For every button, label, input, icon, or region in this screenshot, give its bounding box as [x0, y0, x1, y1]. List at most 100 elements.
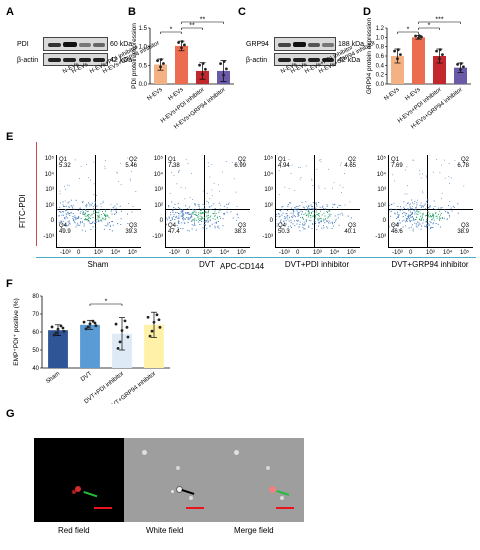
- y-tick-label: 0.5: [139, 63, 148, 69]
- data-point: [219, 62, 222, 66]
- quadrant-label: Q2 4.65: [344, 157, 356, 170]
- data-point: [459, 68, 462, 71]
- category-label: DVT: [80, 371, 93, 383]
- data-point: [180, 46, 183, 50]
- data-point: [116, 346, 120, 350]
- quadrant-label: Q4 47.4: [168, 223, 180, 236]
- y-axis-label: GRP94 protein expression: [366, 18, 373, 95]
- flow-y-tick-label: -10³: [375, 233, 386, 240]
- category-label: N-EVs: [146, 87, 163, 102]
- red-field-image: [34, 438, 124, 522]
- flow-y-tick-label: 10³: [45, 187, 54, 193]
- data-point: [159, 65, 162, 69]
- data-point: [50, 325, 54, 329]
- bar: [453, 67, 468, 84]
- data-point: [158, 325, 162, 329]
- data-point: [417, 34, 421, 38]
- panel-label-d: D: [363, 6, 371, 18]
- data-point: [62, 329, 66, 333]
- western-blot-actin-a: [43, 53, 108, 66]
- western-blot-actin-c: [274, 53, 336, 66]
- data-point: [93, 321, 97, 325]
- data-point: [180, 40, 184, 43]
- data-point: [84, 327, 88, 331]
- quadrant-label: Q1 7.69: [391, 157, 403, 170]
- flow-y-tick-label: 0: [50, 218, 54, 224]
- quadrant-label: Q2 6.78: [457, 157, 469, 170]
- flow-y-tick-label: 10³: [154, 187, 163, 193]
- data-point: [86, 325, 90, 329]
- panel-label-f: F: [6, 278, 13, 290]
- blot-c-row2-label: β-actin: [246, 57, 268, 64]
- flow-x-tick-label: 10³: [203, 250, 212, 256]
- flow-x-tick-label: 0: [409, 250, 413, 256]
- flow-y-tick-label: 10⁵: [153, 156, 163, 162]
- data-point: [201, 72, 204, 76]
- white-field-image: [124, 438, 214, 522]
- flow-y-tick-label: 10²: [154, 202, 163, 209]
- flow-y-tick-label: 10²: [264, 202, 273, 209]
- white-field-label: White field: [146, 526, 184, 535]
- flow-y-tick-label: -10³: [152, 233, 163, 240]
- category-label: H-EVs: [404, 87, 421, 102]
- significance-marker: **: [200, 17, 206, 24]
- data-point: [225, 67, 228, 71]
- merge-field-image: [214, 438, 304, 522]
- data-point: [441, 53, 444, 56]
- data-point: [157, 318, 161, 322]
- quadrant-label: Q1 7.38: [168, 157, 180, 170]
- bar: [80, 324, 100, 368]
- quadrant-label: Q3 38.9: [457, 223, 469, 236]
- data-point: [459, 62, 463, 65]
- quadrant-label: Q4 46.6: [391, 223, 403, 236]
- flow-x-tick-label: 10³: [94, 250, 103, 256]
- flow-x-tick-label: 10³: [313, 250, 322, 256]
- category-label: N-EVs: [383, 87, 400, 102]
- flow-y-tick-label: 0: [159, 218, 163, 224]
- quadrant-label: Q3 40.1: [344, 223, 356, 236]
- flow-y-tick-label: 10⁵: [263, 156, 273, 162]
- data-point: [438, 48, 442, 52]
- data-point: [146, 315, 150, 319]
- flow-x-axis-rule: [36, 257, 476, 258]
- flow-plot: Q1 7.38 Q2 6.99 Q3 38.3 Q4 47.4: [165, 155, 250, 248]
- y-tick-label: 50: [32, 348, 39, 354]
- y-tick-label: 70: [32, 312, 39, 318]
- data-point: [438, 57, 441, 61]
- data-point: [82, 320, 86, 324]
- data-point: [91, 319, 95, 323]
- quadrant-label: Q2 6.99: [234, 157, 246, 170]
- panel-label-c: C: [238, 6, 246, 18]
- bar: [48, 330, 68, 368]
- blot-c-row2-kda: 42 kDa: [338, 57, 361, 64]
- significance-marker: *: [407, 27, 410, 34]
- flow-x-tick-label: -10³: [392, 250, 403, 256]
- data-point: [396, 48, 400, 52]
- significance-marker: *: [428, 23, 431, 30]
- blot-a-row1-label: PDI: [17, 41, 29, 48]
- data-point: [59, 324, 63, 328]
- data-point: [126, 335, 130, 339]
- data-point: [56, 327, 60, 331]
- flow-y-axis-label: FITC-PDI: [18, 194, 27, 228]
- category-label: Sham: [45, 371, 61, 385]
- flow-x-tick-label: 10⁵: [237, 250, 247, 256]
- flow-y-tick-label: 10⁵: [44, 156, 54, 162]
- y-tick-label: 60: [32, 330, 39, 336]
- flow-y-tick-label: 10²: [45, 202, 54, 209]
- flow-x-tick-label: -10³: [60, 250, 71, 256]
- flow-x-tick-label: 10⁵: [460, 250, 470, 256]
- flow-x-tick-label: -10³: [279, 250, 290, 256]
- data-point: [125, 325, 129, 329]
- y-tick-label: 80: [32, 294, 39, 300]
- flow-y-tick-label: -10³: [262, 233, 273, 240]
- data-point: [420, 35, 423, 39]
- data-point: [177, 41, 180, 44]
- data-point: [61, 326, 65, 330]
- quadrant-label: Q2 5.46: [125, 157, 137, 170]
- quadrant-label: Q1 4.94: [278, 157, 290, 170]
- blot-c-row1-kda: 188 kDa: [338, 41, 365, 48]
- flow-x-tick-label: 10³: [426, 250, 435, 256]
